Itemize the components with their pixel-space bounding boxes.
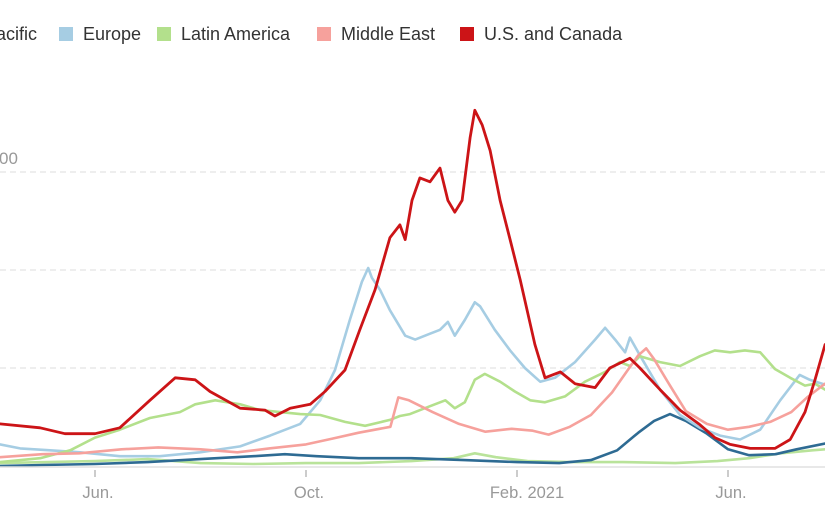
legend-item: U.S. and Canada — [460, 22, 622, 46]
chart-legend: acific Europe Latin America Middle East U.S.… — [0, 0, 825, 66]
series-line-middle-east — [0, 347, 825, 459]
legend-item: Latin America — [157, 22, 290, 46]
legend-label: Middle East — [341, 23, 436, 44]
gridlines — [0, 171, 825, 369]
legend-label: acific — [0, 23, 38, 44]
series-line-unlabeled-legend-cropped — [0, 448, 825, 466]
legend-item: Europe — [59, 22, 141, 46]
x-axis-ticks: Jun. Oct. Feb. 2021 Jun. — [82, 470, 747, 502]
series-line-europe — [0, 266, 825, 458]
legend-label: Latin America — [181, 23, 291, 44]
x-tick-label: Jun. — [82, 484, 113, 502]
legend-item: Middle East — [317, 22, 435, 46]
legend-label: U.S. and Canada — [484, 23, 623, 44]
series-lines — [0, 108, 825, 468]
x-tick-label: Feb. 2021 — [490, 484, 564, 502]
series-line-latin-america — [0, 349, 825, 464]
legend-swatch — [460, 27, 474, 41]
legend-item: acific — [0, 22, 37, 46]
x-tick-label: Jun. — [715, 484, 746, 502]
series-line-asia-pacific — [0, 412, 825, 468]
legend-swatch — [317, 27, 331, 41]
x-tick-label: Oct. — [294, 484, 324, 502]
legend-swatch — [157, 27, 171, 41]
y-axis-labels: 00 — [0, 149, 18, 168]
legend-label: Europe — [83, 23, 142, 44]
y-tick-label: 00 — [0, 149, 18, 168]
legend-swatch — [59, 27, 73, 41]
series-line-u-s-and-canada — [0, 108, 825, 450]
